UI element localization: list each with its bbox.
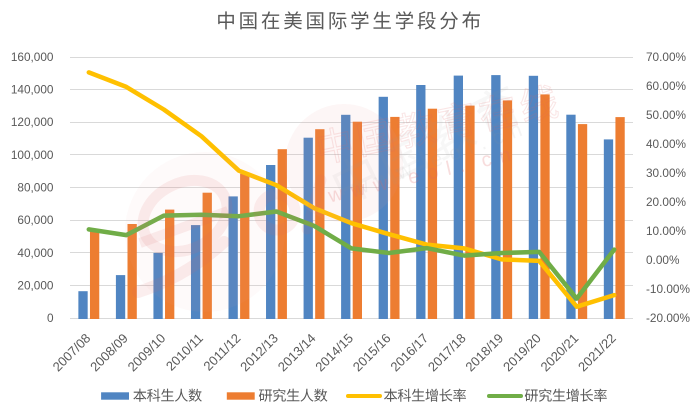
svg-text:2012/13: 2012/13 — [237, 331, 281, 375]
svg-text:60,000: 60,000 — [17, 213, 54, 227]
svg-text:70.00%: 70.00% — [646, 50, 687, 64]
svg-text:2008/09: 2008/09 — [87, 331, 131, 375]
svg-text:2021/22: 2021/22 — [575, 331, 619, 375]
svg-text:30.00%: 30.00% — [646, 166, 687, 180]
svg-text:2007/08: 2007/08 — [50, 331, 94, 375]
svg-text:2019/20: 2019/20 — [500, 331, 544, 375]
svg-text:40.00%: 40.00% — [646, 137, 687, 151]
svg-text:100,000: 100,000 — [11, 148, 54, 162]
svg-text:20.00%: 20.00% — [646, 195, 687, 209]
svg-text:2014/15: 2014/15 — [312, 331, 356, 375]
svg-text:50.00%: 50.00% — [646, 108, 687, 122]
svg-text:10.00%: 10.00% — [646, 224, 687, 238]
svg-text:40,000: 40,000 — [17, 246, 54, 260]
svg-text:2010/11: 2010/11 — [163, 331, 206, 374]
svg-text:2015/16: 2015/16 — [350, 331, 394, 375]
svg-text:2018/19: 2018/19 — [462, 331, 506, 375]
svg-text:2013/14: 2013/14 — [275, 331, 319, 375]
svg-text:-20.00%: -20.00% — [646, 311, 690, 325]
svg-text:20,000: 20,000 — [17, 278, 54, 292]
svg-text:2020/21: 2020/21 — [537, 331, 581, 375]
svg-text:2016/17: 2016/17 — [387, 331, 431, 375]
svg-text:0: 0 — [47, 311, 54, 325]
svg-text:80,000: 80,000 — [17, 181, 54, 195]
svg-text:160,000: 160,000 — [11, 50, 54, 64]
svg-text:0.00%: 0.00% — [646, 253, 680, 267]
svg-text:2011/12: 2011/12 — [200, 331, 243, 374]
svg-text:120,000: 120,000 — [11, 115, 54, 129]
svg-text:2009/10: 2009/10 — [125, 331, 169, 375]
svg-text:-10.00%: -10.00% — [646, 282, 690, 296]
svg-text:60.00%: 60.00% — [646, 79, 687, 93]
svg-text:2017/18: 2017/18 — [425, 331, 469, 375]
svg-text:140,000: 140,000 — [11, 83, 54, 97]
